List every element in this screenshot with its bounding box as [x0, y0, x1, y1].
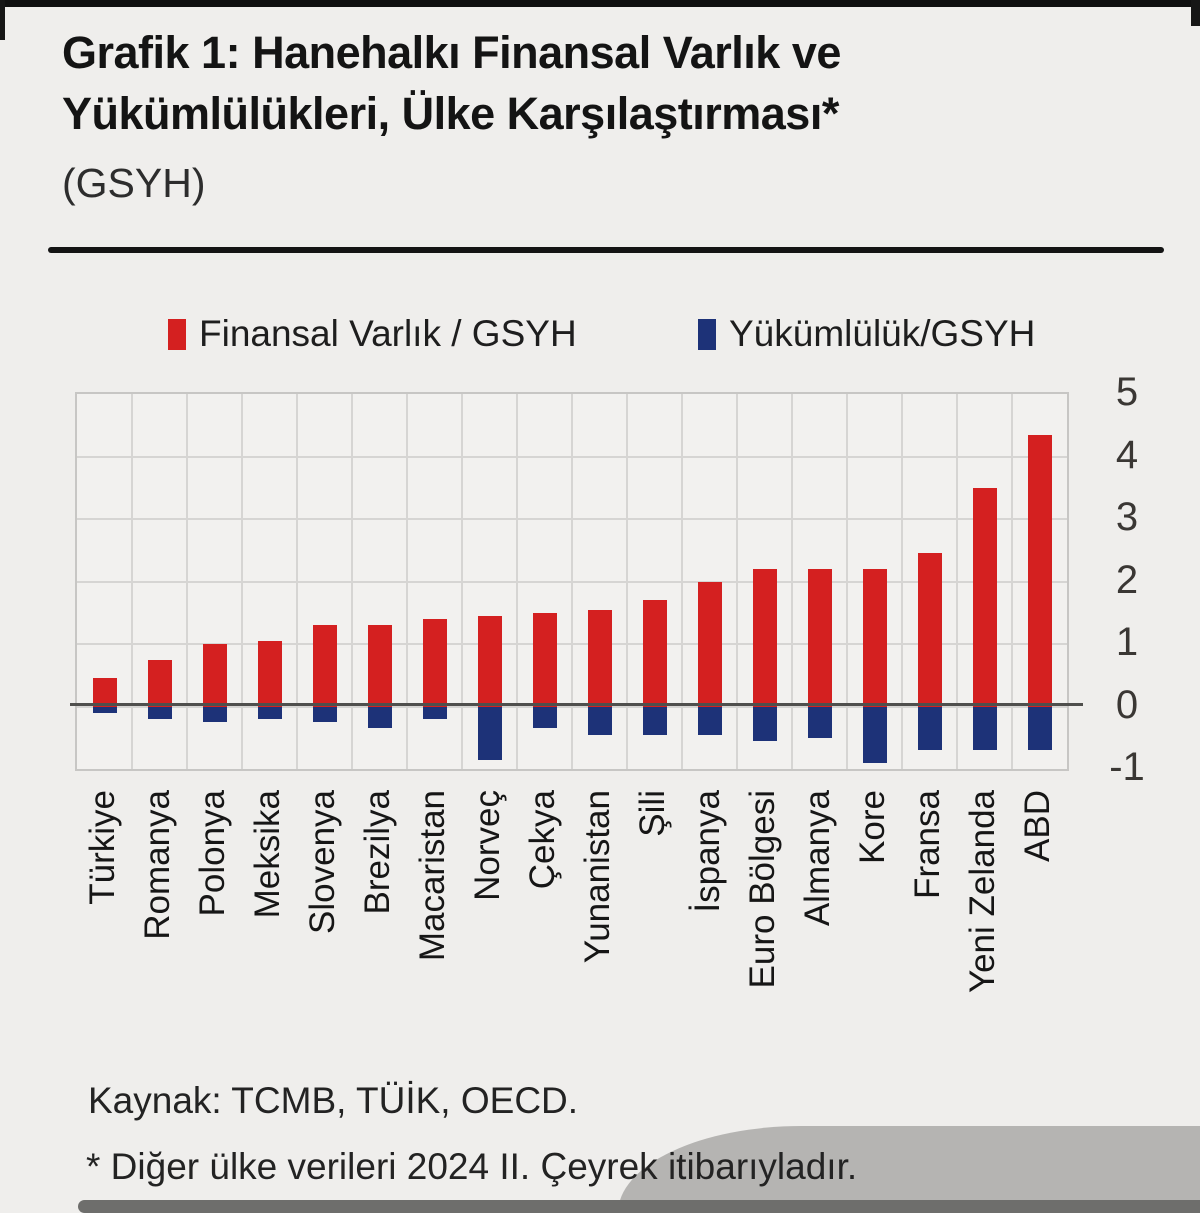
x-category-label: Kore — [852, 790, 892, 864]
x-category-label: Yeni Zelanda — [962, 790, 1002, 994]
bar-financial-assets — [917, 553, 942, 707]
chart-title-line2: Yükümlülükleri, Ülke Karşılaştırması* — [62, 88, 839, 139]
x-category-label: Euro Bölgesi — [742, 790, 782, 989]
bar-liabilities — [202, 706, 227, 723]
x-category-label: ABD — [1017, 790, 1057, 862]
bar-financial-assets — [92, 678, 117, 707]
bar-liabilities — [422, 706, 447, 719]
footnote: * Diğer ülke verileri 2024 II. Çeyrek it… — [86, 1146, 858, 1187]
x-category-label: Şili — [632, 790, 672, 837]
bar-liabilities — [1027, 706, 1052, 751]
chart-title: Grafik 1: Hanehalkı Finansal Varlık ve Y… — [62, 22, 1142, 144]
gridline-vertical — [956, 394, 958, 769]
plot-area — [75, 392, 1069, 771]
bar-financial-assets — [807, 569, 832, 707]
bar-financial-assets — [752, 569, 777, 707]
y-tick-label: 2 — [1115, 557, 1139, 602]
x-category-label: Meksika — [247, 790, 287, 919]
gridline-vertical — [406, 394, 408, 769]
bar-financial-assets — [697, 581, 722, 707]
bar-financial-assets — [147, 659, 172, 707]
bar-financial-assets — [477, 615, 502, 707]
y-tick-label: -1 — [1109, 745, 1145, 789]
y-tick-label: 0 — [1115, 682, 1139, 727]
bar-liabilities — [312, 706, 337, 723]
x-category-label: Türkiye — [82, 790, 122, 905]
legend-item-liabilities: Yükümlülük/GSYH — [698, 313, 1035, 355]
bar-financial-assets — [367, 625, 392, 707]
bar-liabilities — [257, 706, 282, 719]
scan-edge-top — [0, 0, 1200, 7]
x-category-label: İspanya — [687, 790, 727, 913]
x-category-label: Çekya — [522, 790, 562, 890]
gridline-vertical — [626, 394, 628, 769]
zero-axis-line — [70, 703, 1083, 706]
bar-liabilities — [697, 706, 722, 735]
gridline-vertical — [516, 394, 518, 769]
y-tick-label: 5 — [1115, 370, 1139, 414]
gridline-vertical — [131, 394, 133, 769]
bar-financial-assets — [532, 612, 557, 707]
gridline-vertical — [791, 394, 793, 769]
legend-swatch-red — [168, 318, 186, 350]
x-category-label: Norveç — [467, 790, 507, 901]
bar-liabilities — [972, 706, 997, 751]
x-category-label: Macaristan — [412, 790, 452, 962]
x-category-label: Polonya — [192, 790, 232, 917]
gridline-vertical — [241, 394, 243, 769]
gridline-vertical — [351, 394, 353, 769]
scan-edge-right — [1191, 0, 1200, 26]
x-category-label: Almanya — [797, 790, 837, 927]
scan-edge-left — [0, 0, 5, 40]
scan-edge-bottom — [78, 1200, 1200, 1213]
bar-liabilities — [642, 706, 667, 735]
bar-liabilities — [587, 706, 612, 735]
bar-liabilities — [532, 706, 557, 729]
bar-financial-assets — [587, 609, 612, 707]
bar-financial-assets — [862, 569, 887, 707]
bar-financial-assets — [202, 644, 227, 707]
gridline-vertical — [901, 394, 903, 769]
gridline-vertical — [846, 394, 848, 769]
bar-financial-assets — [972, 487, 997, 707]
gridline-vertical — [681, 394, 683, 769]
legend-label-liabilities: Yükümlülük/GSYH — [729, 313, 1036, 354]
legend-swatch-navy — [698, 318, 716, 350]
bar-liabilities — [477, 706, 502, 760]
gridline-vertical — [1011, 394, 1013, 769]
bar-liabilities — [752, 706, 777, 741]
source-note: Kaynak: TCMB, TÜİK, OECD. — [88, 1080, 579, 1121]
title-divider — [48, 247, 1164, 253]
legend-label-assets: Finansal Varlık / GSYH — [199, 313, 577, 354]
bar-liabilities — [862, 706, 887, 763]
bar-liabilities — [147, 706, 172, 719]
gridline-vertical — [296, 394, 298, 769]
bar-financial-assets — [1027, 434, 1052, 707]
y-tick-label: 3 — [1115, 495, 1139, 539]
page-curl-shadow — [618, 1126, 1200, 1213]
bar-financial-assets — [312, 625, 337, 707]
y-tick-label: 4 — [1115, 432, 1139, 477]
gridline-vertical — [736, 394, 738, 769]
chart-title-line1: Grafik 1: Hanehalkı Finansal Varlık ve — [62, 27, 841, 78]
gridline-vertical — [186, 394, 188, 769]
x-category-label: Fransa — [907, 790, 947, 899]
chart-subtitle: (GSYH) — [62, 160, 206, 206]
legend-item-assets: Finansal Varlık / GSYH — [168, 313, 577, 355]
bar-financial-assets — [422, 619, 447, 707]
bar-liabilities — [367, 706, 392, 729]
bar-financial-assets — [257, 640, 282, 707]
bar-liabilities — [807, 706, 832, 738]
x-category-label: Slovenya — [302, 790, 342, 934]
gridline-vertical — [571, 394, 573, 769]
bar-liabilities — [92, 706, 117, 713]
gridline-vertical — [461, 394, 463, 769]
x-category-label: Yunanistan — [577, 790, 617, 964]
y-tick-label: 1 — [1115, 620, 1139, 664]
x-category-label: Brezilya — [357, 790, 397, 915]
bar-financial-assets — [642, 600, 667, 707]
bar-liabilities — [917, 706, 942, 751]
x-category-label: Romanya — [137, 790, 177, 940]
